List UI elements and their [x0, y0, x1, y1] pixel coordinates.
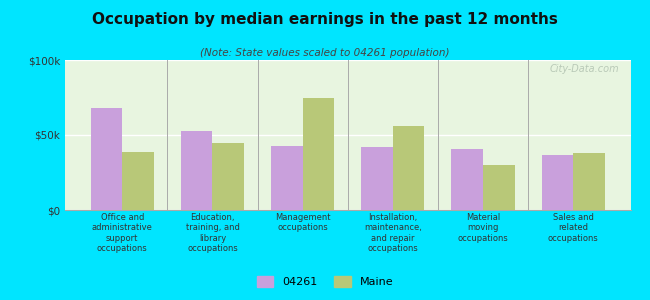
Bar: [303, 98, 334, 210]
Text: (Note: State values scaled to 04261 population): (Note: State values scaled to 04261 popu…: [200, 48, 450, 58]
Bar: [271, 146, 303, 210]
Bar: [541, 154, 573, 210]
Bar: [452, 148, 483, 210]
Bar: [213, 142, 244, 210]
Bar: [91, 108, 122, 210]
Text: Occupation by median earnings in the past 12 months: Occupation by median earnings in the pas…: [92, 12, 558, 27]
Bar: [393, 126, 424, 210]
Legend: 04261, Maine: 04261, Maine: [252, 271, 398, 291]
Bar: [122, 152, 154, 210]
Bar: [573, 153, 604, 210]
Bar: [181, 130, 213, 210]
Bar: [483, 165, 515, 210]
Text: City-Data.com: City-Data.com: [549, 64, 619, 74]
Bar: [361, 147, 393, 210]
